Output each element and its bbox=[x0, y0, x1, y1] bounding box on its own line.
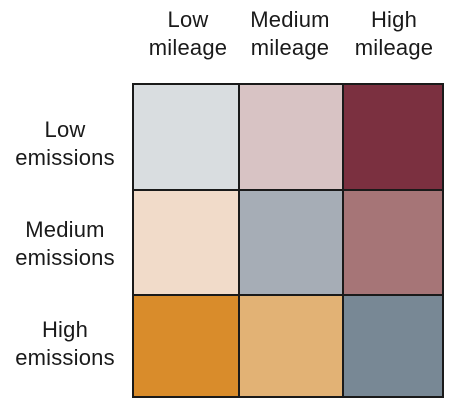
row-label-low-emissions: Low emissions bbox=[15, 117, 115, 170]
column-label-medium-mileage: Medium mileage bbox=[250, 7, 330, 60]
color-grid bbox=[132, 83, 444, 398]
column-label-high-mileage: High mileage bbox=[354, 7, 434, 60]
cell-high-emissions-medium-mileage bbox=[240, 296, 342, 396]
cell-low-emissions-high-mileage bbox=[344, 85, 442, 189]
column-label-low-mileage: Low mileage bbox=[148, 7, 228, 60]
cell-high-emissions-low-mileage bbox=[134, 296, 238, 396]
cell-medium-emissions-low-mileage bbox=[134, 191, 238, 294]
cell-high-emissions-high-mileage bbox=[344, 296, 442, 396]
row-label-medium-emissions: Medium emissions bbox=[15, 217, 115, 270]
cell-low-emissions-low-mileage bbox=[134, 85, 238, 189]
cell-medium-emissions-medium-mileage bbox=[240, 191, 342, 294]
cell-low-emissions-medium-mileage bbox=[240, 85, 342, 189]
row-label-high-emissions: High emissions bbox=[15, 317, 115, 370]
cell-medium-emissions-high-mileage bbox=[344, 191, 442, 294]
